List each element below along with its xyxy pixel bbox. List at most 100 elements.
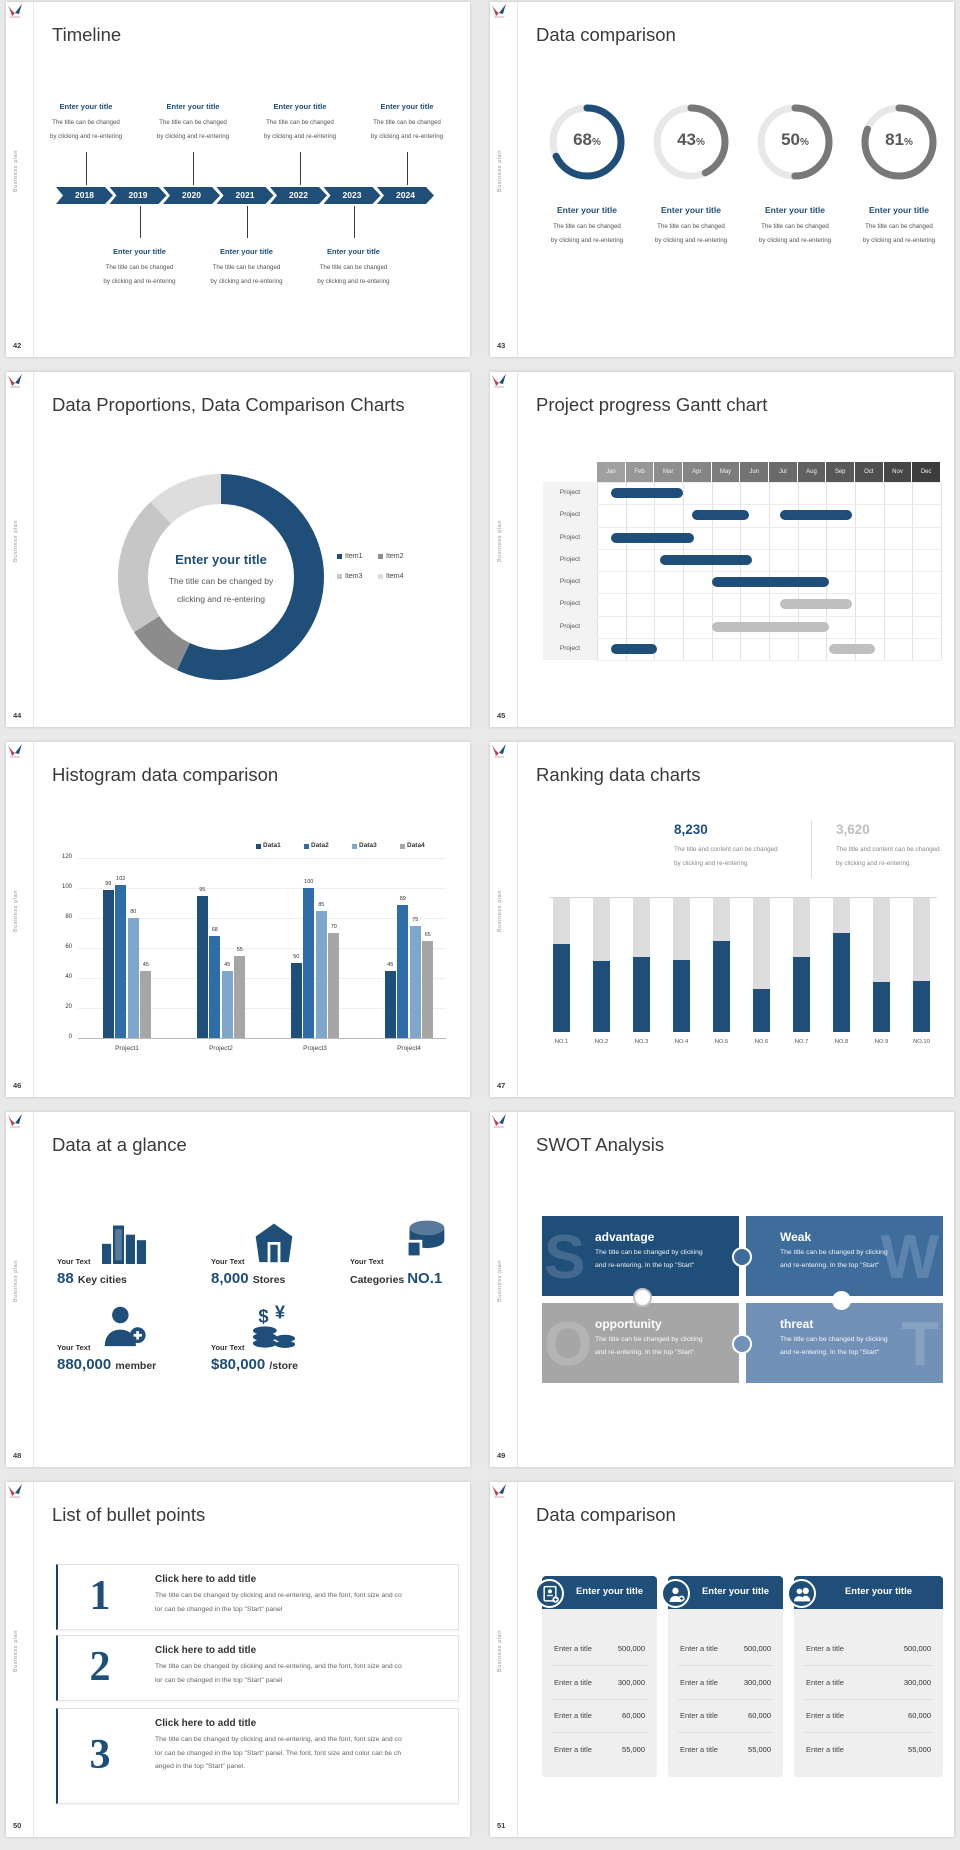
progress-ring	[861, 104, 937, 180]
gantt-month-cell: Mar	[654, 462, 683, 482]
donut-center-desc: The title can be changed by	[168, 576, 274, 586]
sidebar-vertical-label: Business plan	[13, 1260, 19, 1303]
legend-label: Item2	[386, 553, 404, 560]
swot-desc: and re-entering. In the top "Start"	[595, 1262, 695, 1269]
coins-icon: $ ¥	[252, 1302, 296, 1348]
year-chevron: 2020	[163, 187, 220, 204]
x-axis-label: NO.9	[874, 1039, 889, 1045]
gantt-bar	[611, 532, 695, 543]
slide-title: Histogram data comparison	[52, 764, 279, 785]
table-row-label: Enter a title	[680, 1644, 718, 1653]
x-axis-label: Project2	[209, 1045, 233, 1052]
table-row-value: 60,000	[622, 1711, 645, 1720]
percent-number: 43	[677, 130, 696, 149]
legend-label: Data2	[311, 842, 329, 849]
x-axis-label: NO.6	[754, 1039, 769, 1045]
brand-bird-logo-icon	[492, 1114, 506, 1128]
store-icon	[255, 1223, 293, 1263]
timeline-connector-line	[353, 206, 355, 238]
table-row-value: 300,000	[617, 1677, 645, 1687]
slide-44[interactable]: Business plan 44 Data Proportions, Data Co…	[6, 372, 470, 727]
table-row-label: Enter a title	[554, 1644, 592, 1653]
bar	[397, 904, 409, 1038]
gantt-row-label: Project	[543, 615, 597, 639]
slide-title: Data at a glance	[52, 1134, 187, 1155]
stat-value: 88	[57, 1270, 78, 1287]
legend-swatch	[400, 844, 405, 849]
donut-center-desc: clicking and re-entering	[177, 594, 265, 604]
bar-value-label: 85	[318, 901, 325, 908]
ranking-bar	[673, 960, 690, 1032]
slide-47[interactable]: Business plan 47 Ranking data charts 8,230 T…	[490, 742, 954, 1097]
legend-swatch	[256, 844, 261, 849]
ring-item-title: Enter your title	[765, 205, 825, 215]
timeline-item-desc: The title can be changed	[212, 264, 281, 271]
year-chevron: 2019	[109, 187, 167, 204]
brand-bird-logo-icon	[492, 744, 506, 758]
slide-46[interactable]: Business plan 46 Histogram data comparison…	[6, 742, 470, 1097]
ring-percent-value: 43%	[651, 130, 731, 150]
gantt-month-cell: Apr	[683, 462, 712, 482]
gantt-row-label: Project	[543, 504, 597, 528]
stat-unit: Key cities	[77, 1274, 127, 1286]
legend-label: Item1	[345, 553, 363, 560]
legend-swatch	[304, 844, 309, 849]
swot-title: advantage	[595, 1230, 655, 1244]
brand-bird-logo-icon	[8, 374, 22, 388]
slide-45[interactable]: Business plan 45 Project progress Gantt ch…	[490, 372, 954, 727]
table-row-separator	[678, 1665, 773, 1666]
timeline-item-desc: by clicking and re-entering	[210, 278, 283, 285]
slide-title: Data comparison	[536, 24, 676, 45]
stat-label: Your Text	[57, 1343, 91, 1352]
stat-value-line: 88 Key cities	[57, 1270, 127, 1288]
table-row-label: Enter a title	[806, 1744, 844, 1754]
bullet-item-box	[56, 1708, 459, 1804]
table-row-value: 500,000	[903, 1644, 931, 1653]
gantt-row-label: Project	[543, 482, 597, 506]
ring-item-desc: by clicking and re-entering	[862, 237, 936, 244]
slide-43[interactable]: Business plan 43 Data comparison 68% Enter y…	[490, 2, 954, 357]
person-add-icon	[669, 1587, 685, 1602]
gantt-month-cell: Aug	[797, 462, 827, 482]
slide-51[interactable]: Business plan 51 Data comparison Enter your…	[490, 1482, 954, 1837]
table-row-label: Enter a title	[680, 1744, 718, 1754]
sidebar-vertical-label: Business plan	[13, 150, 19, 193]
member-add-icon	[104, 1306, 146, 1347]
slide-42[interactable]: Business plan 42 Timeline Enter your title T…	[6, 2, 470, 357]
table-row-label: Enter a title	[554, 1677, 592, 1687]
gantt-month-cell: Jun	[740, 462, 769, 482]
bullet-title: Click here to add title	[155, 1645, 257, 1656]
slide-number: 42	[13, 341, 22, 350]
bar-value-label: 45	[142, 961, 149, 968]
bullet-desc-line: anged in the top "Start" panel.	[155, 1763, 246, 1770]
puzzle-tab	[732, 1247, 752, 1267]
gantt-month-cell: Nov	[883, 462, 913, 482]
table-row-separator	[678, 1698, 773, 1700]
bullet-title: Click here to add title	[155, 1718, 257, 1729]
bar-value-label: 45	[387, 961, 394, 968]
sidebar-vertical-label: Business plan	[497, 520, 503, 563]
ranking-bar	[753, 989, 770, 1032]
slide-number: 44	[13, 711, 22, 720]
bar-value-label: 70	[330, 924, 337, 930]
table-row-separator	[678, 1732, 773, 1733]
slide-sidebar: Business plan	[490, 372, 518, 727]
timeline-item-title: Enter your title	[59, 102, 113, 111]
timeline-item-desc: by clicking and re-entering	[156, 133, 230, 140]
gantt-month-cell: Dec	[912, 462, 942, 482]
progress-ring	[757, 104, 833, 180]
percent-sign: %	[696, 137, 705, 148]
gantt-bar	[829, 643, 876, 654]
bullet-desc-line: lor can be changed in the top "Start" pa…	[155, 1605, 283, 1613]
swot-desc: The title can be changed by clicking	[780, 1249, 888, 1256]
ranking-bar	[593, 961, 610, 1032]
table-row-label: Enter a title	[806, 1711, 844, 1720]
slide-50[interactable]: Business plan 50 List of bullet points 1 Cli…	[6, 1482, 470, 1837]
table-row-separator	[552, 1665, 647, 1666]
stat-secondary-value: 3,620	[836, 822, 870, 837]
timeline-connector-line	[407, 152, 408, 185]
stat-value-line: Categories NO.1	[350, 1270, 442, 1288]
slide-48[interactable]: Business plan 48 Data at a glance Your Text…	[6, 1112, 470, 1467]
